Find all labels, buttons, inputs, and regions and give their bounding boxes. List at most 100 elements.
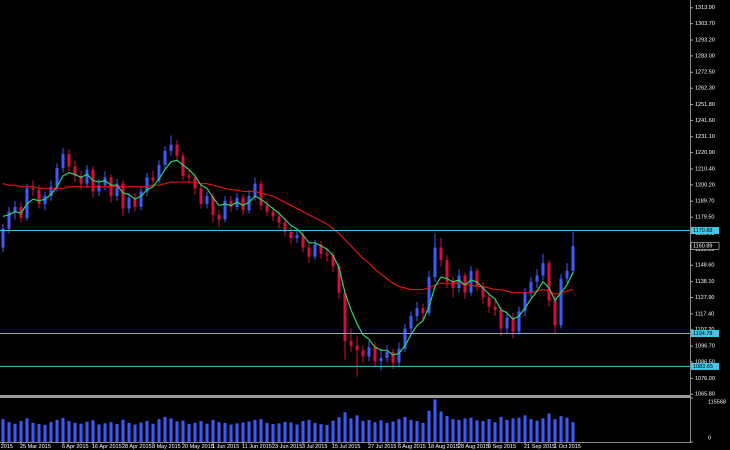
candle-body (283, 222, 287, 232)
x-tick-label: 8 May 2015 (152, 444, 181, 450)
volume-bar (283, 421, 287, 442)
volume-bar (499, 416, 503, 442)
volume-bar (421, 422, 425, 442)
volume-bar (169, 418, 173, 442)
volume-bar (103, 423, 107, 442)
volume-bar (427, 410, 431, 442)
volume-bar (469, 417, 473, 442)
volume-bar (13, 423, 17, 442)
candle-body (13, 207, 17, 212)
level-label-bg (691, 227, 719, 235)
volume-bar (79, 423, 83, 442)
candle-body (511, 317, 515, 332)
volume-bar (259, 419, 263, 442)
volume-bar (145, 421, 149, 442)
volume-bar (529, 419, 533, 442)
y-tick-label: 1293.20 (695, 37, 715, 43)
volume-bar (139, 422, 143, 442)
y-tick-label: 1303.70 (695, 21, 715, 27)
candle-body (265, 205, 269, 212)
candle-body (451, 281, 455, 288)
candle-body (241, 197, 245, 211)
volume-bar (19, 421, 23, 442)
y-tick-label: 1096.70 (695, 344, 715, 350)
volume-bar (319, 424, 323, 442)
y-tick-label: 1210.40 (695, 166, 715, 172)
volume-bar (265, 422, 269, 442)
candle-body (319, 244, 323, 254)
candle-body (103, 177, 107, 186)
x-tick-label: 25 Mar 2015 (20, 444, 51, 450)
candle-body (301, 235, 305, 248)
volume-bar (493, 422, 497, 442)
y-tick-label: 1283.00 (695, 53, 715, 59)
candle-body (199, 188, 203, 204)
candle-body (43, 196, 47, 204)
candle-body (217, 214, 221, 220)
candle-body (337, 266, 341, 293)
candle-body (445, 259, 449, 282)
y-tick-label: 1272.50 (695, 70, 715, 76)
candle-body (553, 300, 557, 326)
x-tick-label: 1 Jun 2015 (212, 444, 239, 450)
candle-body (55, 168, 59, 187)
candle-body (307, 247, 311, 257)
volume-bar (109, 422, 113, 442)
volume-bar (367, 419, 371, 442)
x-tick-label: 3 Jul 2015 (302, 444, 327, 450)
price-label-bg (690, 242, 720, 250)
x-tick-label: 15 Jul 2015 (332, 444, 360, 450)
candle-body (187, 175, 191, 178)
candle-body (565, 270, 569, 279)
x-tick-label: 27 Jul 2015 (368, 444, 396, 450)
panel-separator (0, 395, 690, 398)
x-tick-label: 16 Apr 2015 (92, 444, 122, 450)
candle-body (223, 200, 227, 220)
volume-bar (343, 412, 347, 442)
volume-bar (43, 424, 47, 442)
candle-body (157, 164, 161, 181)
volume-bar (7, 422, 11, 442)
volume-bar (199, 421, 203, 442)
volume-bar (385, 422, 389, 442)
volume-bar (1, 419, 5, 442)
volume-bar (217, 422, 221, 442)
y-tick-label: 1138.10 (695, 279, 714, 285)
volume-bar (295, 424, 299, 442)
candle-body (163, 150, 167, 165)
volume-bar (253, 419, 257, 442)
candle-body (469, 270, 473, 293)
candle-body (331, 255, 335, 267)
volume-bar (505, 419, 509, 442)
candle-body (271, 211, 275, 217)
volume-bar (175, 421, 179, 442)
candle-body (115, 183, 119, 197)
volume-bar (457, 419, 461, 442)
volume-bar (517, 417, 521, 442)
volume-bar (535, 420, 539, 442)
volume-bar (451, 419, 455, 442)
candle-body (571, 246, 575, 271)
volume-bar (511, 418, 515, 442)
volume-tick-label: 115568 (708, 399, 726, 405)
volume-bar (205, 423, 209, 442)
y-tick-label: 1262.30 (695, 86, 715, 92)
candle-body (397, 348, 401, 363)
x-tick-label: 28 Aug 2015 (458, 444, 489, 450)
volume-bar (331, 420, 335, 442)
candle-body (373, 347, 377, 362)
x-tick-label: 28 Apr 2015 (122, 444, 152, 450)
volume-bar (487, 419, 491, 442)
candle-body (403, 328, 407, 349)
candle-body (481, 286, 485, 298)
x-tick-label: 16 Mar 2015 (0, 444, 13, 450)
volume-bar (325, 424, 329, 442)
volume-bar (91, 420, 95, 442)
volume-bar (181, 420, 185, 442)
volume-bar (25, 418, 29, 442)
candle-body (499, 309, 503, 329)
candle-body (85, 169, 89, 184)
volume-bar (553, 419, 557, 442)
volume-bar (559, 416, 563, 442)
